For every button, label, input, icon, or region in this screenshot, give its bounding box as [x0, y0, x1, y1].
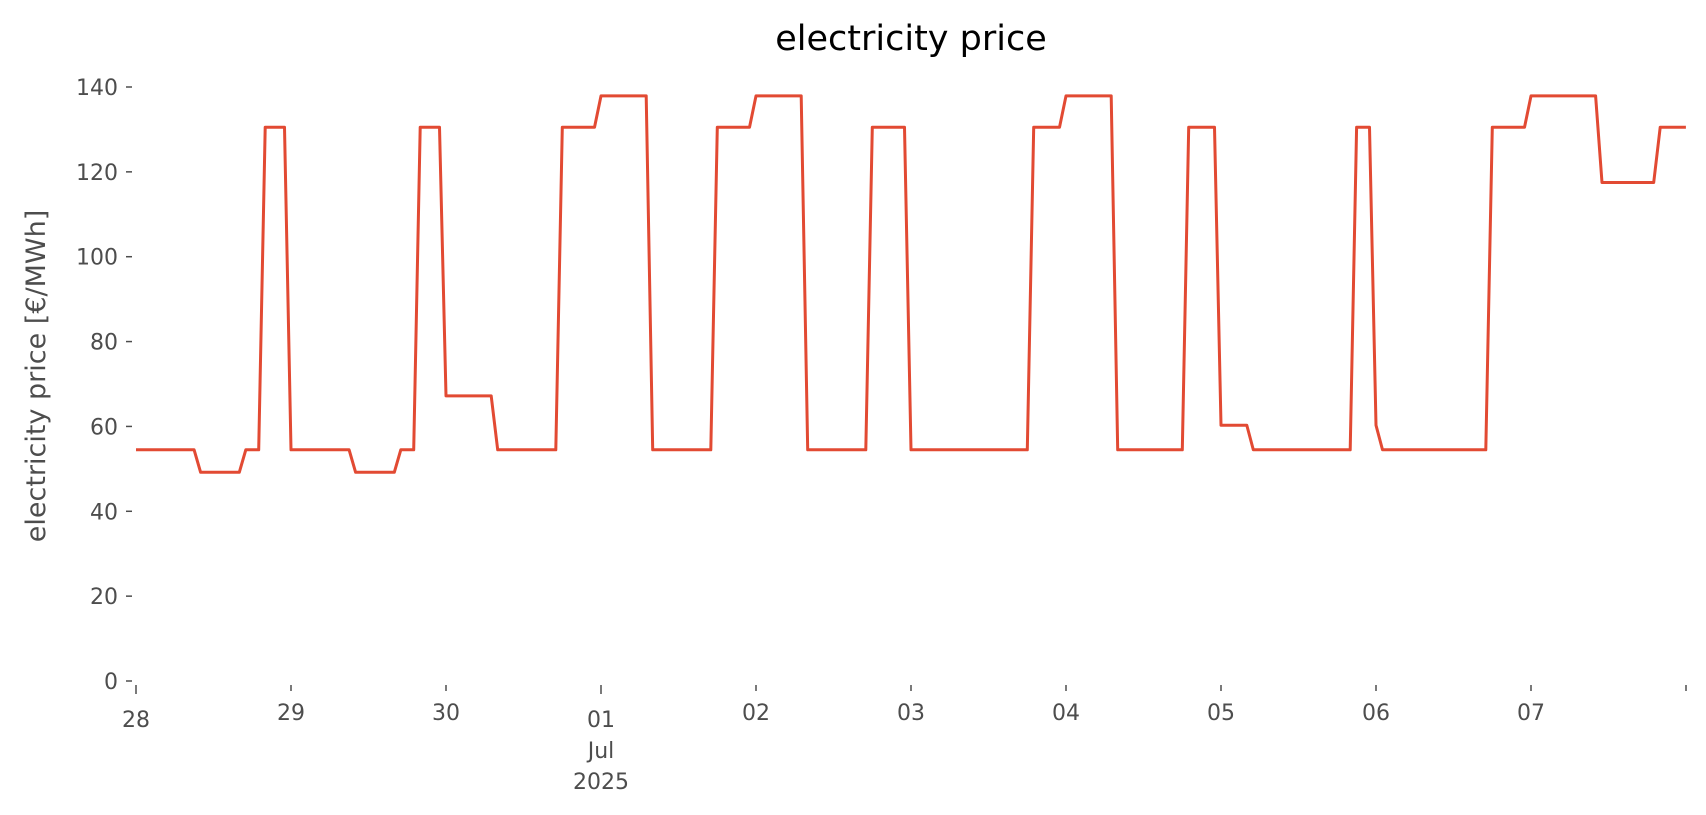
x-tick-label: 01	[587, 708, 615, 733]
y-tick-label: 80	[90, 331, 118, 356]
y-tick-label: 100	[76, 246, 118, 271]
price-line	[136, 94, 1686, 474]
x-tick-label: 30	[432, 701, 460, 726]
x-tick-sublabel-year: 2025	[573, 770, 629, 795]
x-tick-label: 02	[742, 701, 770, 726]
x-tick-label: 28	[122, 708, 150, 733]
x-tick-label: 05	[1207, 701, 1235, 726]
x-tick-label: 07	[1517, 701, 1545, 726]
y-tick-label: 40	[90, 500, 118, 525]
y-tick-label: 60	[90, 415, 118, 440]
x-tick-label: 04	[1052, 701, 1080, 726]
y-tick-label: 20	[90, 585, 118, 610]
x-axis: 28 29 30 01 Jul 2025 02 03 04 05 06 07	[122, 685, 1687, 795]
y-tick-label: 0	[104, 670, 118, 695]
y-tick-label: 140	[76, 76, 118, 101]
y-axis-label: electricity price [€/MWh]	[21, 210, 52, 542]
x-tick-label: 03	[897, 701, 925, 726]
y-tick-label: 120	[76, 161, 118, 186]
x-tick-label: 29	[277, 701, 305, 726]
series-group	[136, 94, 1686, 474]
x-tick-sublabel-month: Jul	[586, 739, 615, 764]
x-tick-label: 06	[1362, 701, 1390, 726]
chart-title: electricity price	[775, 19, 1047, 59]
y-axis: 0 20 40 60 80 100 120 140	[76, 76, 132, 695]
